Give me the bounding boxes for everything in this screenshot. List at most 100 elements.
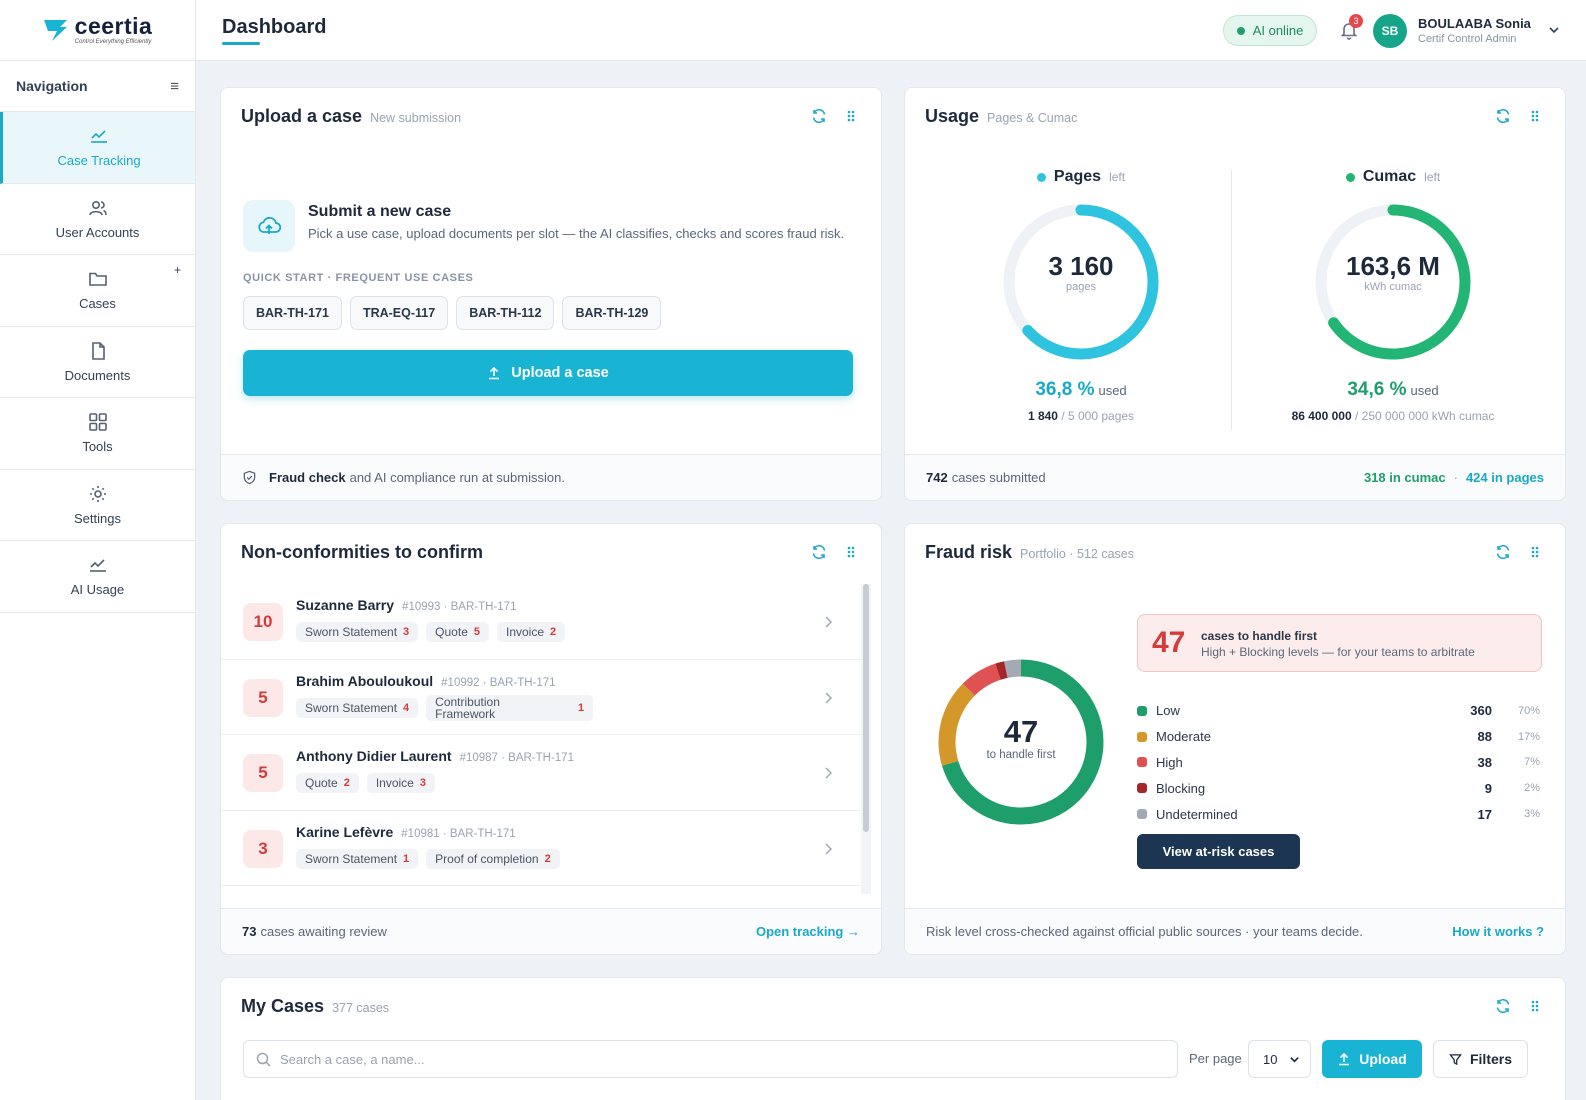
legend-percent: 17%	[1517, 730, 1540, 743]
search-icon	[256, 1052, 271, 1067]
non-conformities-list: 10 Suzanne Barry #10993 · BAR-TH-171 Swor…	[221, 584, 861, 896]
drag-handle-icon[interactable]	[843, 544, 859, 560]
nc-case-name: Suzanne Barry #10993 · BAR-TH-171	[296, 597, 517, 613]
brand-logo[interactable]: ceertia Control Everything Efficiently	[0, 0, 195, 61]
upload-button-label: Upload	[1359, 1051, 1407, 1067]
vertical-scrollbar[interactable]	[863, 584, 869, 832]
usage-card-footer: 742 cases submitted 318 in cumac · 424 i…	[905, 454, 1565, 500]
legend-count: 88	[1477, 729, 1492, 745]
legend-percent: 70%	[1517, 704, 1540, 717]
upload-case-button[interactable]: Upload a case	[243, 350, 853, 396]
filters-button[interactable]: Filters	[1433, 1040, 1528, 1078]
chevron-right-icon[interactable]	[823, 691, 833, 704]
pages-heading: Pages left	[931, 168, 1231, 186]
pages-usage: Pages left 3 160 pages 36,8 % used 1 840 …	[931, 168, 1231, 423]
nc-doc-tag: Invoice 2	[497, 622, 566, 642]
list-item[interactable]: 5 Brahim Abouloukoul #10992 · BAR-TH-171 …	[221, 660, 861, 735]
legend-row: Undetermined 17 3%	[1137, 801, 1540, 827]
grid-icon	[88, 413, 107, 432]
list-item[interactable]: 3 Karine Lefèvre #10981 · BAR-TH-171 Swor…	[221, 811, 861, 886]
chevron-right-icon[interactable]	[823, 767, 833, 779]
legend-swatch	[1137, 705, 1147, 716]
nc-count-badge: 3	[243, 829, 283, 868]
search-input[interactable]: Search a case, a name...	[243, 1040, 1178, 1078]
nc-case-name: Brahim Abouloukoul #10992 · BAR-TH-171	[296, 672, 556, 689]
chevron-down-icon[interactable]	[1548, 24, 1560, 36]
footer-text: and AI compliance run at submission.	[349, 470, 565, 485]
drag-handle-icon[interactable]	[1527, 544, 1543, 560]
how-it-works-link[interactable]: How it works ?	[1452, 924, 1544, 939]
user-name[interactable]: BOULAABA Sonia	[1418, 16, 1531, 31]
legend-count: 9	[1484, 780, 1492, 796]
drag-handle-icon[interactable]	[1527, 108, 1543, 124]
sidebar-item-case-tracking[interactable]: Case Tracking	[0, 112, 195, 184]
sidebar-item-cases[interactable]: + Cases	[0, 255, 195, 327]
refresh-icon[interactable]	[811, 108, 827, 124]
chevron-right-icon[interactable]	[823, 616, 833, 628]
cumac-heading: Cumac left	[1243, 168, 1543, 186]
priority-description: High + Blocking levels — for your teams …	[1201, 645, 1475, 659]
add-case-icon[interactable]: +	[173, 263, 181, 277]
nav-title: Navigation	[16, 78, 88, 94]
sidebar-item-user-accounts[interactable]: User Accounts	[0, 184, 195, 255]
sidebar-item-documents[interactable]: Documents	[0, 327, 195, 398]
card-title: Non-conformities to confirm	[241, 542, 483, 562]
chevron-right-icon[interactable]	[823, 842, 833, 855]
nc-case-name: Karine Lefèvre #10981 · BAR-TH-171	[296, 823, 516, 840]
priority-count: 47	[1152, 626, 1186, 659]
quick-start-chip[interactable]: BAR-TH-112	[456, 296, 555, 330]
notifications-button[interactable]: 3	[1339, 14, 1363, 40]
pages-used-detail: 1 840 / 5 000 pages	[1027, 409, 1135, 423]
top-bar: Dashboard AI online 3 SB BOULAABA Sonia …	[196, 0, 1586, 61]
priority-title: cases to handle first	[1201, 629, 1318, 643]
open-tracking-link[interactable]: Open tracking →	[755, 924, 860, 939]
card-subtitle: Portfolio · 512 cases	[1020, 547, 1134, 561]
list-item[interactable]: 5 Anthony Didier Laurent #10987 · BAR-TH-…	[221, 735, 861, 811]
per-page-select[interactable]: 10	[1248, 1040, 1311, 1078]
menu-toggle-icon[interactable]: ≡	[170, 77, 179, 95]
donut-slice-undetermined	[938, 659, 1104, 825]
quick-start-chip[interactable]: BAR-TH-171	[243, 296, 342, 330]
sidebar-item-label: User Accounts	[55, 224, 140, 240]
quick-start-chips: BAR-TH-171 TRA-EQ-117 BAR-TH-112 BAR-TH-…	[243, 296, 662, 330]
card-subtitle: 377 cases	[332, 1001, 390, 1015]
upload-card-footer: Fraud check and AI compliance run at sub…	[221, 454, 881, 500]
upload-icon	[1339, 1052, 1350, 1066]
sidebar-item-tools[interactable]: Tools	[0, 398, 195, 470]
donut-slice-moderate	[938, 659, 1104, 825]
nc-doc-tag: Invoice 3	[366, 773, 435, 793]
nc-count-badge: 5	[243, 678, 283, 717]
card-subtitle: New submission	[370, 111, 462, 125]
legend-count: 360	[1470, 703, 1492, 719]
refresh-icon[interactable]	[1495, 544, 1511, 560]
users-icon	[88, 200, 107, 216]
sidebar-item-label: Tools	[82, 439, 113, 455]
gear-icon	[89, 485, 106, 502]
avatar[interactable]: SB	[1373, 14, 1407, 48]
quick-start-chip[interactable]: TRA-EQ-117	[349, 296, 449, 330]
pages-cases-count: 424 in pages	[1465, 470, 1544, 485]
list-item[interactable]: 10 Suzanne Barry #10993 · BAR-TH-171 Swor…	[221, 584, 861, 660]
refresh-icon[interactable]	[1495, 108, 1511, 124]
nc-case-ref: #10981 · BAR-TH-171	[401, 827, 516, 840]
chevron-down-icon	[1290, 1056, 1299, 1063]
legend-percent: 2%	[1524, 782, 1540, 795]
sidebar-item-ai-usage[interactable]: AI Usage	[0, 541, 195, 613]
sidebar-item-settings[interactable]: Settings	[0, 470, 195, 541]
cloud-upload-icon	[243, 200, 295, 252]
refresh-icon[interactable]	[811, 544, 827, 560]
status-dot-icon	[1236, 26, 1245, 35]
upload-button[interactable]: Upload	[1322, 1040, 1422, 1078]
brand-name: ceertia	[74, 13, 153, 39]
legend-label: High	[1156, 754, 1183, 770]
user-role: Certif Control Admin	[1418, 33, 1517, 45]
drag-handle-icon[interactable]	[843, 108, 859, 124]
view-at-risk-button[interactable]: View at-risk cases	[1137, 834, 1300, 869]
drag-handle-icon[interactable]	[1527, 998, 1543, 1014]
my-cases-card: My Cases 377 cases Search a case, a name.…	[220, 977, 1566, 1100]
fraud-risk-card: Fraud risk Portfolio · 512 cases 47 to ha…	[904, 523, 1566, 955]
quick-start-chip[interactable]: BAR-TH-129	[562, 296, 662, 330]
cumac-used-pct: 34,6 % used	[1347, 379, 1439, 400]
legend-row: Blocking 9 2%	[1137, 775, 1540, 801]
refresh-icon[interactable]	[1495, 998, 1511, 1014]
